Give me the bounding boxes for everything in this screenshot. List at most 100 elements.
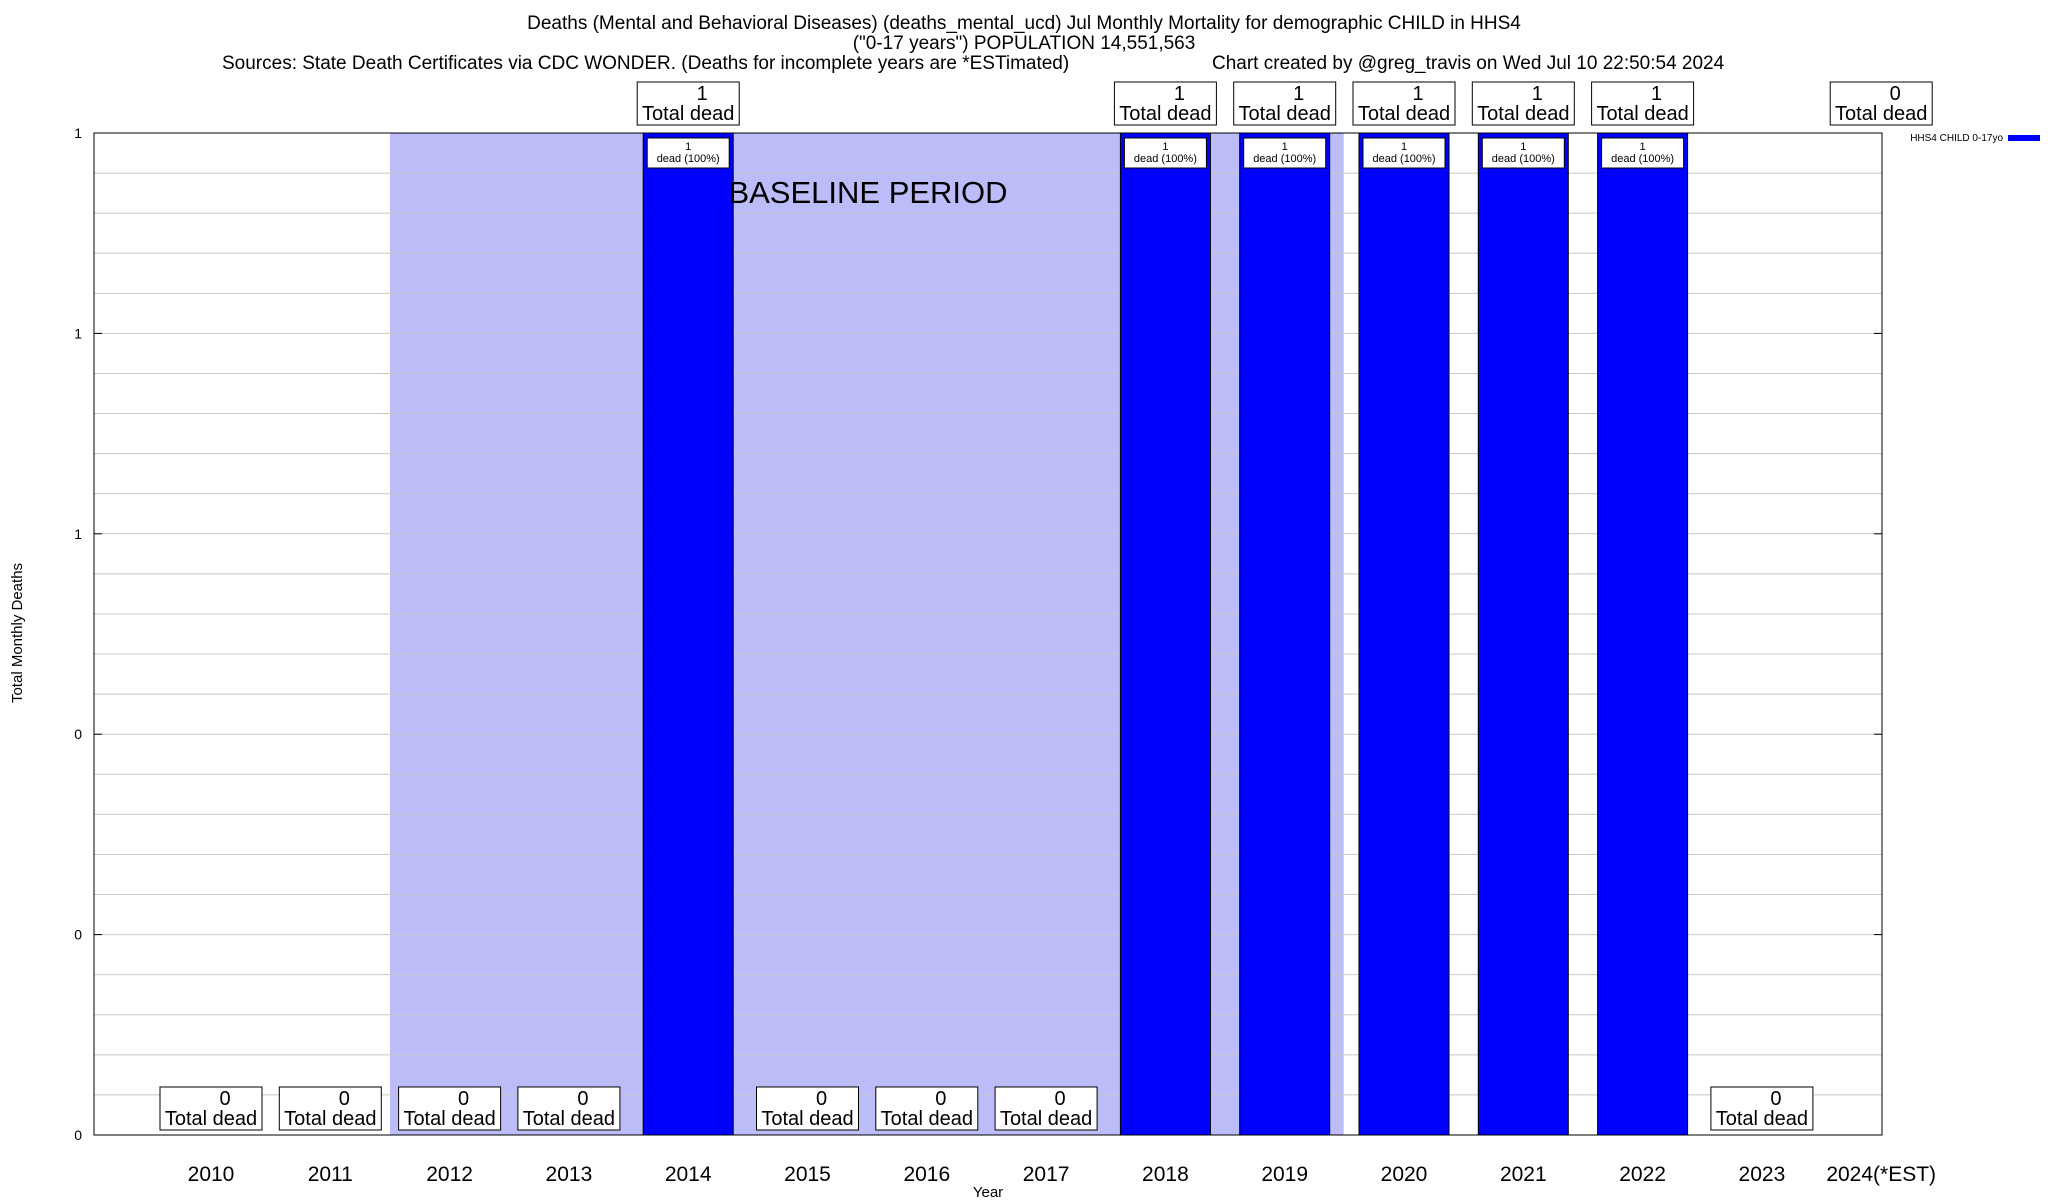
x-tick-label: 2024(*EST) — [1826, 1163, 1936, 1186]
total-dead-label-text: 1 — [697, 83, 708, 105]
x-axis-label: Year — [973, 1184, 1003, 1200]
total-dead-label-box — [994, 1086, 1098, 1131]
total-dead-label-box — [1829, 81, 1933, 126]
bar-value-label-text: dead (100%) — [1253, 153, 1316, 165]
total-dead-label-text: Total dead — [523, 1108, 615, 1130]
chart-subtitle: ("0-17 years") POPULATION 14,551,563 — [852, 33, 1196, 54]
y-tick-label: 1 — [74, 526, 82, 542]
legend-label: HHS4 CHILD 0-17yo — [1910, 133, 2003, 144]
total-dead-label-box — [278, 1086, 382, 1131]
bar-2022 — [1597, 132, 1689, 1136]
bar-value-label-text: dead (100%) — [1492, 153, 1555, 165]
y-axis-label: Total Monthly Deaths — [9, 563, 26, 703]
total-dead-label-box — [398, 1086, 502, 1131]
x-tick-label: 2013 — [546, 1163, 593, 1186]
x-tick-label: 2015 — [784, 1163, 831, 1186]
total-dead-label-text: Total dead — [403, 1108, 495, 1130]
y-tick-label: 1 — [74, 125, 82, 141]
total-dead-label-text: 0 — [1770, 1088, 1781, 1110]
x-tick-label: 2023 — [1739, 1163, 1786, 1186]
total-dead-label-text: Total dead — [1239, 103, 1331, 125]
bar-2021 — [1477, 132, 1569, 1136]
x-tick-label: 2014 — [665, 1163, 712, 1186]
bar-value-label-text: 1 — [1282, 141, 1288, 153]
total-dead-label-box — [1113, 81, 1217, 126]
total-dead-label-box — [1471, 81, 1575, 126]
total-dead-label-text: Total dead — [881, 1108, 973, 1130]
total-dead-label-text: 1 — [1651, 83, 1662, 105]
bar-value-label-text: dead (100%) — [1373, 153, 1436, 165]
bar-2020 — [1358, 132, 1450, 1136]
bar-value-label-text: 1 — [1401, 141, 1407, 153]
total-dead-label-box — [636, 81, 740, 126]
total-dead-label-text: 0 — [1055, 1088, 1066, 1110]
baseline-period-label: BASELINE PERIOD — [728, 175, 1007, 210]
total-dead-label-text: 0 — [577, 1088, 588, 1110]
total-dead-label-text: Total dead — [1477, 103, 1569, 125]
x-tick-label: 2019 — [1261, 1163, 1308, 1186]
plot-frame — [93, 132, 1883, 1136]
total-dead-label-text: Total dead — [761, 1108, 853, 1130]
bar-2019 — [1239, 132, 1331, 1136]
x-tick-label: 2016 — [903, 1163, 950, 1186]
y-tick-label: 0 — [74, 1127, 82, 1143]
bar-value-label-text: 1 — [1162, 141, 1168, 153]
y-tick-label: 0 — [74, 927, 82, 943]
total-dead-label-box — [1710, 1086, 1814, 1131]
chart-title: Deaths (Mental and Behavioral Diseases) … — [527, 13, 1521, 34]
x-tick-label: 2017 — [1023, 1163, 1070, 1186]
sources-text: Sources: State Death Certificates via CD… — [222, 53, 1070, 74]
bar-value-label-text: dead (100%) — [1611, 153, 1674, 165]
bar-value-label-box — [1123, 137, 1207, 169]
x-tick-label: 2010 — [188, 1163, 235, 1186]
legend-swatch — [2008, 135, 2040, 141]
x-tick-label: 2020 — [1381, 1163, 1428, 1186]
total-dead-label-text: Total dead — [1716, 1108, 1808, 1130]
total-dead-label-box — [875, 1086, 979, 1131]
total-dead-label-text: 1 — [1293, 83, 1304, 105]
bar-2014 — [642, 132, 734, 1136]
total-dead-label-text: 1 — [1174, 83, 1185, 105]
total-dead-label-text: 0 — [339, 1088, 350, 1110]
total-dead-label-text: Total dead — [1358, 103, 1450, 125]
total-dead-label-text: Total dead — [1000, 1108, 1092, 1130]
legend: HHS4 CHILD 0-17yo — [1910, 133, 2040, 144]
bar-value-label-text: 1 — [685, 141, 691, 153]
bar-value-label-box — [1601, 137, 1685, 169]
total-dead-label-text: 0 — [935, 1088, 946, 1110]
x-tick-label: 2022 — [1619, 1163, 1666, 1186]
total-dead-label-box — [756, 1086, 859, 1131]
total-dead-label-box — [1352, 81, 1456, 126]
y-tick-label: 0 — [74, 726, 82, 742]
total-dead-label-box — [517, 1086, 621, 1131]
total-dead-label-text: Total dead — [642, 103, 734, 125]
bar-value-label-box — [1362, 137, 1446, 169]
grid-lines — [94, 172, 1882, 1096]
x-tick-label: 2011 — [308, 1163, 353, 1186]
total-dead-label-text: 0 — [816, 1088, 827, 1110]
total-dead-label-text: 1 — [1532, 83, 1543, 105]
bar-value-label-text: 1 — [1520, 141, 1526, 153]
total-dead-label-text: Total dead — [1596, 103, 1688, 125]
total-dead-label-box — [1233, 81, 1337, 126]
total-dead-label-text: Total dead — [165, 1108, 257, 1130]
bar-value-label-box — [646, 137, 730, 169]
total-dead-label-text: Total dead — [284, 1108, 376, 1130]
total-dead-label-text: Total dead — [1835, 103, 1927, 125]
